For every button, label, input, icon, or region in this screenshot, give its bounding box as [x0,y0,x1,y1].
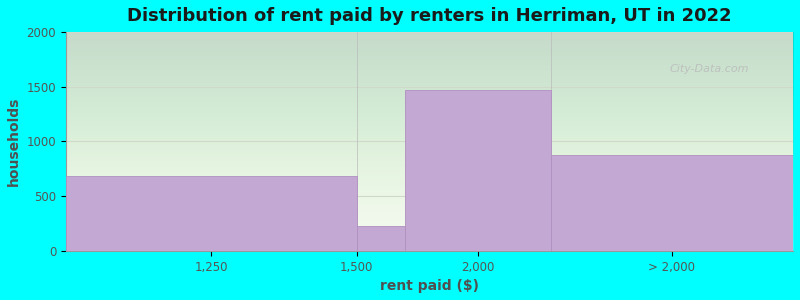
Title: Distribution of rent paid by renters in Herriman, UT in 2022: Distribution of rent paid by renters in … [127,7,732,25]
Text: City-Data.com: City-Data.com [670,64,749,74]
Y-axis label: households: households [7,97,21,186]
Bar [357,226,406,251]
Bar [550,154,793,251]
Bar [66,176,357,251]
X-axis label: rent paid ($): rent paid ($) [380,279,479,293]
Bar [406,90,550,251]
